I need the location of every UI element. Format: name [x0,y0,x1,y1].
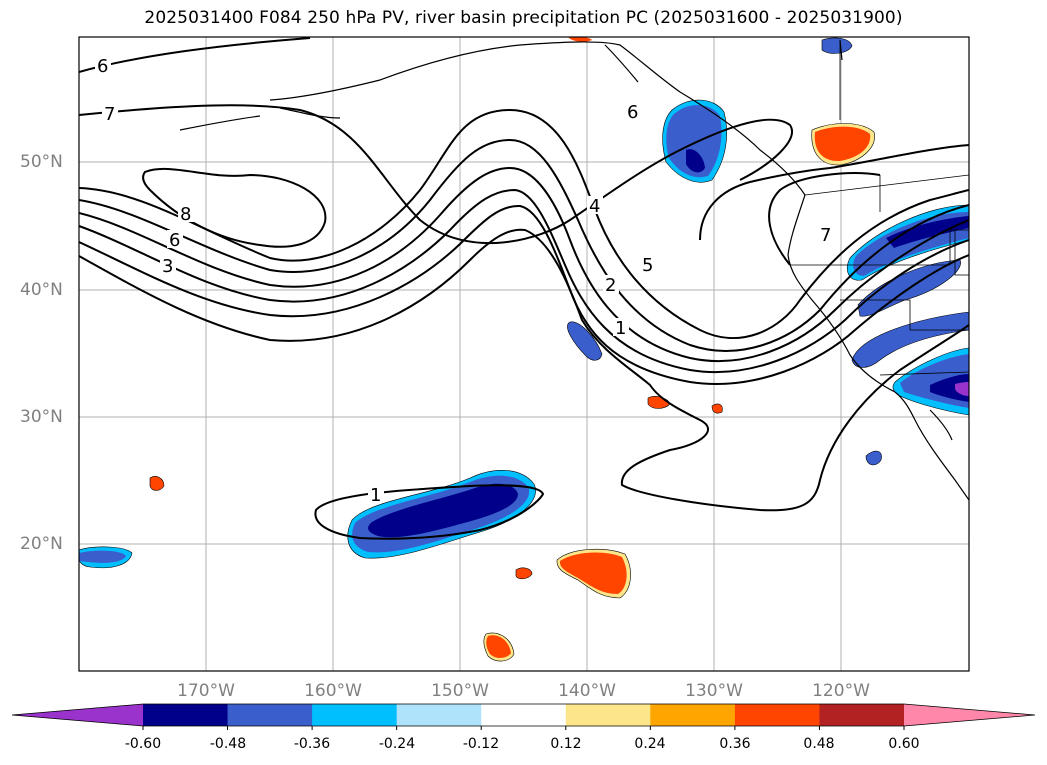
colorbar-segment [650,704,736,726]
lat-label: 30°N [20,407,63,427]
contour-label: 3 [162,256,173,277]
contour-label: 7 [104,104,115,125]
colorbar-segment [819,704,905,726]
contour-label: 4 [589,196,600,217]
negative-precip-areas [79,37,969,569]
colorbar-tick-label: 0.24 [634,736,666,752]
colorbar-segment [396,704,482,726]
gridlines [79,37,969,671]
contour-label: 6 [169,230,180,251]
map-title: 2025031400 F084 250 hPa PV, river basin … [144,8,903,28]
positive-precip-areas [149,37,875,662]
contour-label: 8 [180,204,191,225]
contour-label: 5 [642,255,653,276]
lon-label: 140°W [558,681,616,701]
lon-label: 170°W [177,681,235,701]
colorbar-segment [227,704,313,726]
lon-label: 150°W [431,681,489,701]
colorbar-segment [143,704,229,726]
pv-contours [79,37,969,540]
colorbar-extend-max [904,704,1035,726]
contour-label: 6 [627,102,638,123]
lat-label: 40°N [20,280,63,300]
contour-label: 2 [605,275,616,296]
lon-label: 160°W [304,681,362,701]
contour-label: 7 [820,225,831,246]
contour-label: 6 [97,56,108,77]
colorbar-tick-label: -0.12 [462,736,500,752]
lon-label: 120°W [812,681,870,701]
map-frame [78,36,970,672]
colorbar-tick-label: 0.48 [803,736,835,752]
lat-label: 50°N [20,152,63,172]
political-borders [790,40,969,376]
colorbar-tick-label: -0.24 [378,736,416,752]
coastlines [179,39,969,501]
lat-label: 20°N [20,534,63,554]
colorbar-segment [312,704,398,726]
colorbar-segment [565,704,651,726]
colorbar-segment [481,704,567,726]
colorbar-extend-min [12,704,143,726]
contour-labels: 6 7 6 8 6 3 4 5 2 1 7 1 [95,56,834,506]
colorbar [11,703,1036,730]
colorbar-tick-label: -0.60 [124,736,162,752]
colorbar-tick-label: 0.60 [888,736,920,752]
contour-label: 1 [615,318,626,339]
lon-label: 130°W [685,681,743,701]
contour-label: 1 [370,485,381,506]
colorbar-tick-label: -0.36 [293,736,331,752]
colorbar-tick-label: 0.12 [550,736,582,752]
colorbar-tick-label: -0.48 [209,736,247,752]
colorbar-segment [734,704,820,726]
colorbar-tick-label: 0.36 [719,736,751,752]
